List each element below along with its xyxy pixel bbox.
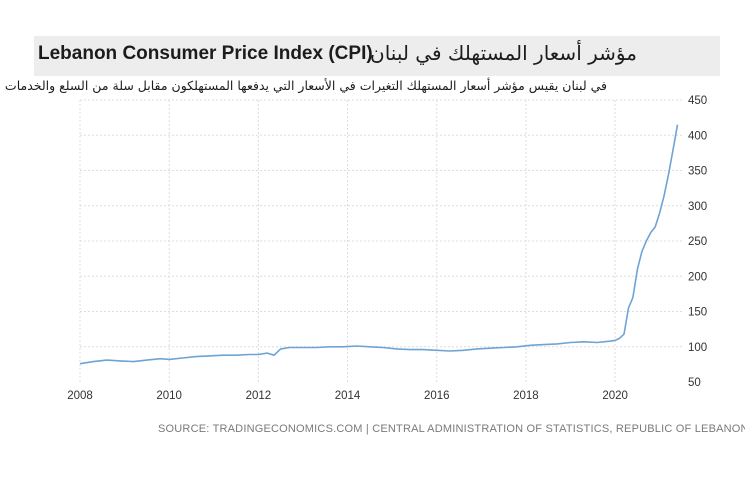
y-tick-label: 100 xyxy=(688,342,707,354)
x-tick-label: 2014 xyxy=(335,390,361,402)
chart-panel: 2008 2010 2012 2014 2016 2018 2020 50 100 150 200… xyxy=(34,95,720,450)
y-tick-label: 200 xyxy=(688,271,707,283)
y-axis-ticks: 50 100 150 200 250 300 350 400 450 xyxy=(688,95,707,389)
y-tick-label: 150 xyxy=(688,307,707,319)
cpi-line-chart: 2008 2010 2012 2014 2016 2018 2020 50 100 150 200… xyxy=(67,95,707,402)
gridlines xyxy=(79,99,682,382)
chart-title-arabic: مؤشر أسعار المستهلك في لبنان xyxy=(370,41,637,65)
x-tick-label: 2008 xyxy=(67,390,93,402)
y-tick-label: 250 xyxy=(688,236,707,248)
y-tick-label: 300 xyxy=(688,201,707,213)
y-tick-label: 450 xyxy=(688,95,707,107)
chart-subtitle-arabic: في لبنان يقيس مؤشر أسعار المستهلك التغير… xyxy=(4,78,607,93)
source-note: SOURCE: TRADINGECONOMICS.COM | CENTRAL A… xyxy=(158,423,745,435)
x-tick-label: 2016 xyxy=(424,390,450,402)
cpi-series-line xyxy=(79,124,679,365)
chart-title-english: Lebanon Consumer Price Index (CPI) xyxy=(38,43,373,64)
x-tick-label: 2020 xyxy=(602,390,628,402)
x-tick-label: 2018 xyxy=(513,390,539,402)
y-tick-label: 50 xyxy=(688,377,701,389)
x-axis-ticks: 2008 2010 2012 2014 2016 2018 2020 xyxy=(67,390,628,402)
x-tick-label: 2012 xyxy=(246,390,272,402)
series-line-layer xyxy=(79,124,679,365)
title-band xyxy=(34,36,720,76)
x-tick-label: 2010 xyxy=(156,390,182,402)
y-tick-label: 350 xyxy=(688,166,707,178)
y-tick-label: 400 xyxy=(688,130,707,142)
